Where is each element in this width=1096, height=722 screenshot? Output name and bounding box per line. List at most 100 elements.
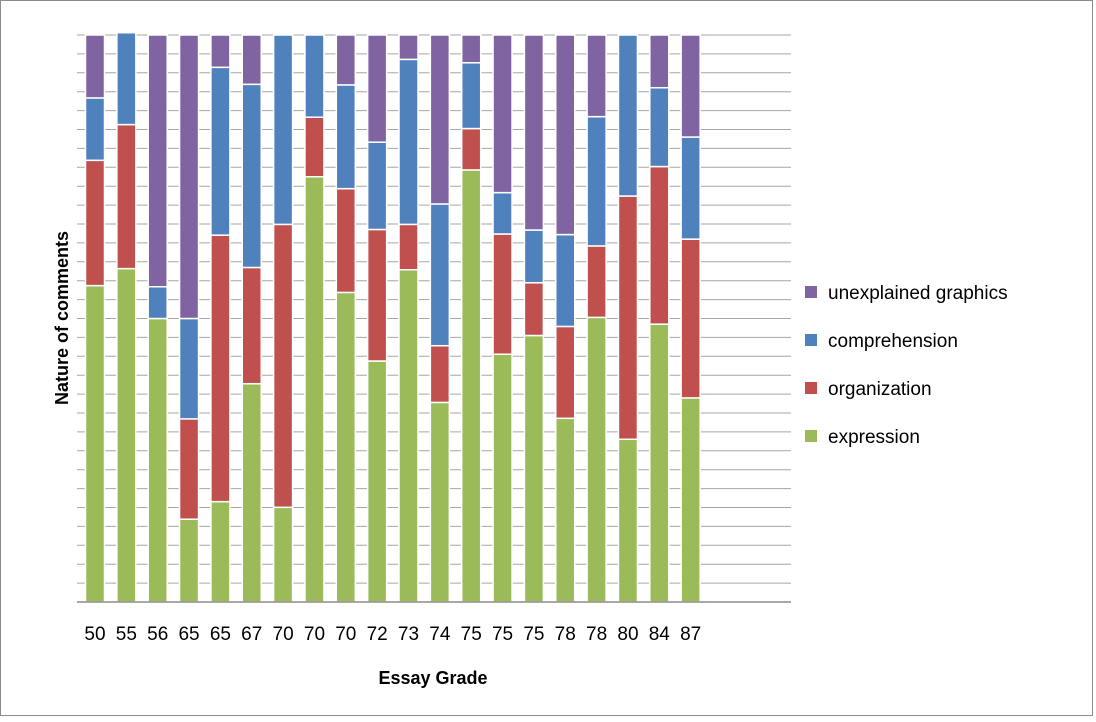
bar-segment-expression bbox=[210, 500, 231, 603]
bar-segment-expression bbox=[680, 397, 701, 603]
bar-segment-comprehension bbox=[116, 31, 137, 126]
bar-segment-expression bbox=[178, 518, 200, 603]
bar-segment-organization bbox=[241, 266, 262, 385]
bar-segment-expression bbox=[116, 267, 137, 603]
bar-segment-organization bbox=[649, 165, 670, 325]
y-axis-title: Nature of comments bbox=[52, 231, 72, 405]
bar-segment-comprehension bbox=[429, 203, 451, 347]
bar-segment-organization bbox=[555, 325, 576, 420]
bar-segment-organization bbox=[617, 195, 639, 441]
legend-swatch-organization bbox=[805, 382, 817, 394]
bar-segment-comprehension bbox=[147, 285, 168, 320]
x-tick-label: 72 bbox=[367, 624, 388, 645]
bar-segment-organization bbox=[210, 234, 231, 503]
x-tick-label: 70 bbox=[273, 624, 294, 645]
bar-segment-expression bbox=[586, 316, 607, 603]
bar-segment-expression bbox=[649, 323, 670, 603]
x-tick-label: 75 bbox=[492, 624, 513, 645]
bar-segment-organization bbox=[398, 223, 419, 271]
bar-segment-comprehension bbox=[178, 317, 200, 420]
bar-segment-unexplained-graphics bbox=[335, 34, 357, 86]
legend-label-comprehension: comprehension bbox=[828, 331, 958, 352]
legend-label-organization: organization bbox=[828, 379, 932, 400]
bar-segment-organization bbox=[304, 116, 325, 178]
x-tick-label: 73 bbox=[398, 624, 419, 645]
bar-segment-comprehension bbox=[366, 141, 388, 231]
x-tick-label: 74 bbox=[429, 624, 451, 645]
bar-segment-organization bbox=[366, 228, 388, 362]
x-tick-label: 78 bbox=[555, 624, 576, 645]
bar-segment-organization bbox=[460, 127, 482, 171]
legend-swatch-expression bbox=[805, 430, 817, 442]
bar-segment-expression bbox=[523, 334, 545, 603]
bar-segment-unexplained-graphics bbox=[241, 34, 262, 86]
bar-segment-comprehension bbox=[586, 115, 607, 247]
bar-segment-comprehension bbox=[617, 34, 639, 197]
bar-segment-unexplained-graphics bbox=[398, 34, 419, 61]
x-tick-label: 70 bbox=[335, 624, 356, 645]
bar-segment-expression bbox=[460, 169, 482, 603]
bar-segment-unexplained-graphics bbox=[649, 34, 670, 89]
bar-segment-expression bbox=[304, 176, 325, 603]
bar-segment-comprehension bbox=[398, 58, 419, 226]
bar-segment-unexplained-graphics bbox=[178, 34, 200, 320]
bar-segment-organization bbox=[178, 418, 200, 520]
bar-segment-unexplained-graphics bbox=[84, 34, 106, 99]
bar-segment-unexplained-graphics bbox=[210, 34, 231, 69]
bar-segment-unexplained-graphics bbox=[147, 34, 168, 288]
x-tick-label: 75 bbox=[461, 624, 482, 645]
bar-segment-expression bbox=[366, 360, 388, 603]
bar-segment-expression bbox=[147, 317, 168, 603]
legend-label-unexplained-graphics: unexplained graphics bbox=[828, 283, 1008, 304]
bar-segment-expression bbox=[429, 401, 451, 603]
bar-segment-expression bbox=[555, 417, 576, 603]
x-tick-label: 55 bbox=[116, 624, 137, 645]
bar-segment-expression bbox=[398, 268, 419, 603]
bar-segment-comprehension bbox=[210, 66, 231, 236]
x-tick-label: 70 bbox=[304, 624, 325, 645]
bar-segment-organization bbox=[680, 238, 701, 399]
legend: unexplained graphics comprehension organiz… bbox=[805, 283, 1008, 448]
bar-segment-unexplained-graphics bbox=[429, 34, 451, 205]
bars bbox=[84, 31, 701, 603]
bar-segment-expression bbox=[272, 506, 294, 603]
legend-swatch-unexplained-graphics bbox=[805, 286, 817, 298]
bar-segment-comprehension bbox=[555, 233, 576, 328]
bar-segment-comprehension bbox=[272, 34, 294, 226]
x-tick-label: 75 bbox=[523, 624, 544, 645]
bar-segment-unexplained-graphics bbox=[492, 34, 513, 194]
x-tick-label: 80 bbox=[617, 624, 638, 645]
bar-segment-comprehension bbox=[523, 229, 545, 284]
bar-segment-comprehension bbox=[335, 84, 357, 190]
x-tick-label: 56 bbox=[147, 624, 168, 645]
bar-segment-organization bbox=[272, 223, 294, 509]
bar-segment-expression bbox=[492, 353, 513, 603]
x-tick-label: 67 bbox=[241, 624, 262, 645]
bar-segment-comprehension bbox=[492, 191, 513, 235]
bar-segment-organization bbox=[523, 282, 545, 337]
bar-segment-expression bbox=[335, 291, 357, 603]
bar-segment-comprehension bbox=[680, 136, 701, 240]
bar-segment-organization bbox=[492, 233, 513, 355]
bar-segment-unexplained-graphics bbox=[586, 34, 607, 118]
legend-label-expression: expression bbox=[828, 427, 920, 448]
bar-segment-organization bbox=[335, 187, 357, 294]
x-tick-label: 50 bbox=[84, 624, 105, 645]
bar-segment-unexplained-graphics bbox=[555, 34, 576, 236]
bar-segment-unexplained-graphics bbox=[460, 34, 482, 64]
bar-segment-comprehension bbox=[304, 34, 325, 118]
bar-segment-unexplained-graphics bbox=[366, 34, 388, 143]
x-tick-label: 87 bbox=[680, 624, 701, 645]
bar-segment-expression bbox=[84, 284, 106, 603]
bar-segment-unexplained-graphics bbox=[680, 34, 701, 138]
bar-segment-organization bbox=[429, 344, 451, 404]
bar-segment-expression bbox=[241, 382, 262, 603]
x-tick-label: 65 bbox=[210, 624, 231, 645]
bar-segment-organization bbox=[586, 245, 607, 319]
bar-segment-comprehension bbox=[460, 62, 482, 130]
x-axis-title: Essay Grade bbox=[378, 668, 487, 688]
bar-segment-comprehension bbox=[84, 97, 106, 162]
bar-segment-comprehension bbox=[649, 86, 670, 168]
